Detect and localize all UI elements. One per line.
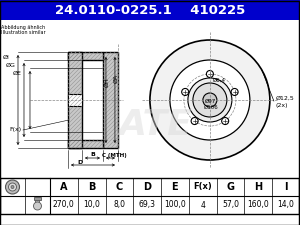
Text: E: E	[172, 182, 178, 192]
Circle shape	[5, 180, 20, 194]
Text: Ø97: Ø97	[205, 99, 217, 104]
Text: 24.0110-0225.1    410225: 24.0110-0225.1 410225	[55, 4, 245, 16]
Bar	[68, 52, 103, 60]
Circle shape	[193, 83, 227, 117]
Circle shape	[203, 93, 217, 107]
Bar	[35, 199, 40, 204]
Text: Illustration similar: Illustration similar	[2, 30, 46, 35]
Text: Ø6,4: Ø6,4	[213, 77, 226, 83]
Text: ØA: ØA	[114, 73, 119, 83]
Text: 270,0: 270,0	[53, 200, 75, 209]
Bar	[0, 0, 300, 20]
Bar	[1, 178, 299, 214]
Circle shape	[182, 88, 189, 95]
Circle shape	[188, 78, 232, 122]
Bar	[34, 197, 41, 200]
Text: ATE: ATE	[118, 108, 192, 142]
Circle shape	[231, 88, 238, 95]
Text: 160,0: 160,0	[247, 200, 269, 209]
Text: A: A	[60, 182, 68, 192]
Circle shape	[34, 202, 41, 210]
Text: ØE: ØE	[13, 70, 22, 76]
Text: ØG: ØG	[6, 63, 16, 68]
Text: D: D	[143, 182, 151, 192]
Bar	[68, 94, 82, 106]
Text: 14,0: 14,0	[278, 200, 294, 209]
Text: ØI: ØI	[3, 54, 10, 59]
Text: F(x): F(x)	[193, 182, 212, 191]
Circle shape	[150, 40, 270, 160]
Text: 4: 4	[200, 200, 205, 209]
Text: 8,0: 8,0	[113, 200, 125, 209]
Text: ØH: ØH	[105, 77, 110, 87]
Text: 100,0: 100,0	[164, 200, 186, 209]
Text: Abbildung ähnlich: Abbildung ähnlich	[2, 25, 46, 30]
Circle shape	[11, 185, 14, 189]
Text: G: G	[226, 182, 234, 192]
Circle shape	[191, 117, 198, 124]
Bar	[68, 140, 103, 148]
Circle shape	[170, 60, 250, 140]
Circle shape	[222, 117, 229, 124]
Text: 57,0: 57,0	[222, 200, 239, 209]
Text: Ø106: Ø106	[203, 104, 218, 110]
Text: B: B	[90, 153, 95, 158]
Text: F(x): F(x)	[9, 128, 21, 133]
Text: B: B	[88, 182, 95, 192]
Text: (2x): (2x)	[276, 103, 288, 108]
Bar	[68, 52, 82, 148]
Text: I: I	[284, 182, 288, 192]
Bar	[103, 52, 118, 148]
Text: Ø12,5: Ø12,5	[276, 95, 295, 101]
Text: C: C	[116, 182, 123, 192]
Circle shape	[206, 70, 213, 77]
Text: 10,0: 10,0	[83, 200, 100, 209]
Text: H: H	[254, 182, 262, 192]
Circle shape	[8, 183, 16, 191]
Text: C (MTH): C (MTH)	[102, 153, 127, 158]
Text: D: D	[78, 160, 83, 164]
Text: 69,3: 69,3	[139, 200, 156, 209]
